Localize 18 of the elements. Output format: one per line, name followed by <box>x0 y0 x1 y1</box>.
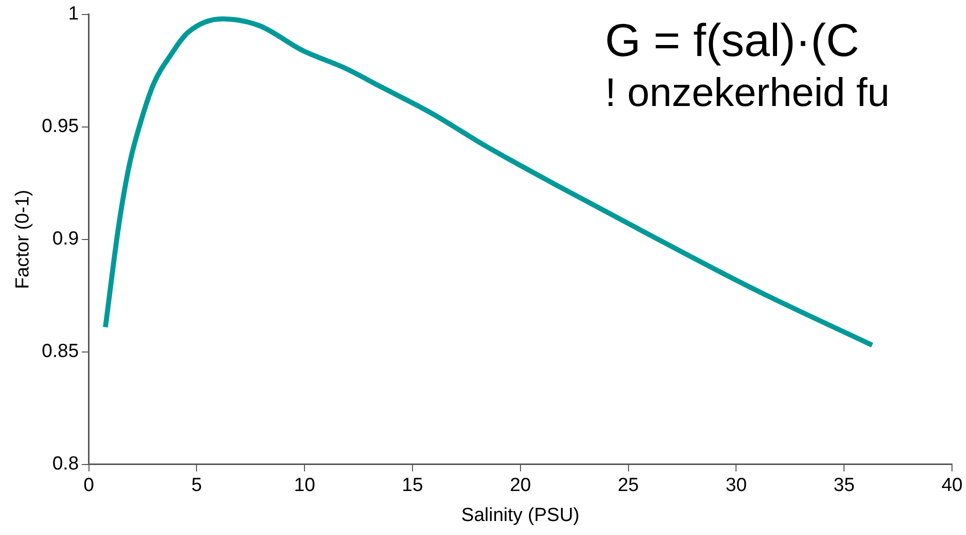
x-tick-label: 30 <box>726 475 747 496</box>
y-tick-label: 0.85 <box>42 341 79 362</box>
annotation: G = f(sal)·(C <box>605 14 860 66</box>
y-tick-label: 1 <box>68 4 79 25</box>
y-tick-label: 0.9 <box>52 228 79 250</box>
x-tick-label: 40 <box>941 475 963 496</box>
x-tick-label: 0 <box>83 475 94 496</box>
x-tick-label: 20 <box>510 475 531 496</box>
x-axis-title: Salinity (PSU) <box>461 504 580 526</box>
y-tick-label: 0.8 <box>52 454 79 475</box>
x-tick-label: 15 <box>402 475 424 496</box>
y-axis-title: Factor (0-1) <box>12 190 34 290</box>
y-tick-label: 0.95 <box>42 116 79 138</box>
annotation: ! onzekerheid fu <box>605 71 890 115</box>
x-tick-label: 10 <box>294 475 316 496</box>
x-tick-label: 25 <box>618 475 639 496</box>
x-tick-label: 5 <box>191 475 202 496</box>
x-tick-label: 35 <box>834 475 855 496</box>
